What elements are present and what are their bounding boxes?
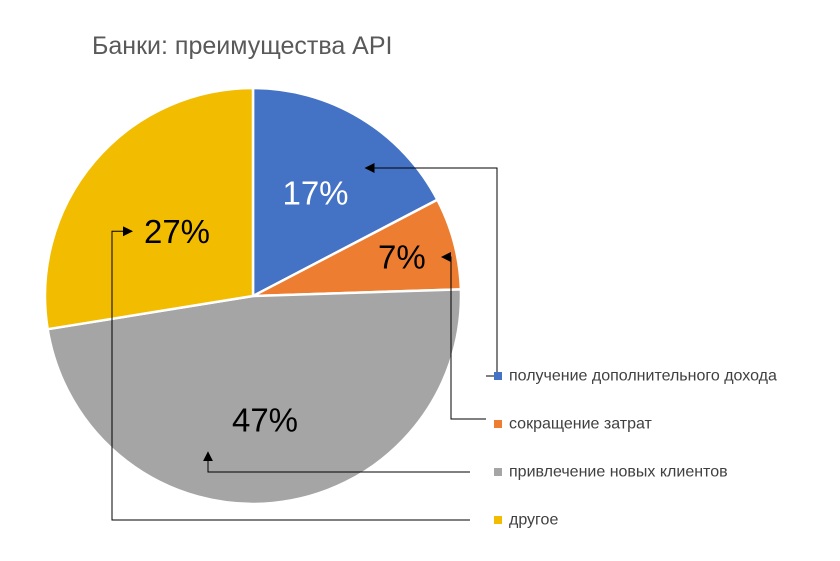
- legend-label: привлечение новых клиентов: [509, 464, 728, 481]
- pie-slices: [43, 86, 463, 506]
- data-label-1: 17%: [282, 174, 348, 211]
- legend-item-2: сокращение затрат: [494, 416, 653, 433]
- pie-slice-3: [46, 288, 463, 506]
- legend-swatch: [494, 372, 502, 380]
- legend-label: сокращение затрат: [509, 416, 653, 433]
- data-label-3: 47%: [232, 402, 298, 439]
- legend-item-1: получение дополнительного дохода: [494, 368, 777, 385]
- legend-swatch: [494, 516, 502, 524]
- pie-slice-4: [43, 86, 255, 331]
- leader-arrows: [111, 163, 498, 521]
- leader-arrow: [364, 163, 498, 377]
- data-labels: 17% 7% 47% 27%: [144, 174, 426, 438]
- legend-swatch: [494, 468, 502, 476]
- chart-title: Банки: преимущества API: [92, 32, 392, 60]
- data-label-4: 27%: [144, 213, 210, 250]
- legend-label: получение дополнительного дохода: [509, 368, 777, 385]
- legend-swatch: [494, 420, 502, 428]
- leader-arrow: [111, 226, 470, 521]
- legend-item-3: привлечение новых клиентов: [494, 464, 728, 481]
- pie-slice-1: [251, 86, 439, 298]
- leader-arrow: [440, 252, 486, 420]
- legend-label: другое: [509, 512, 558, 529]
- legend: получение дополнительного дохода сокращен…: [494, 368, 777, 529]
- data-label-2: 7%: [378, 239, 426, 276]
- leader-arrow: [203, 451, 470, 473]
- legend-item-4: другое: [494, 512, 558, 529]
